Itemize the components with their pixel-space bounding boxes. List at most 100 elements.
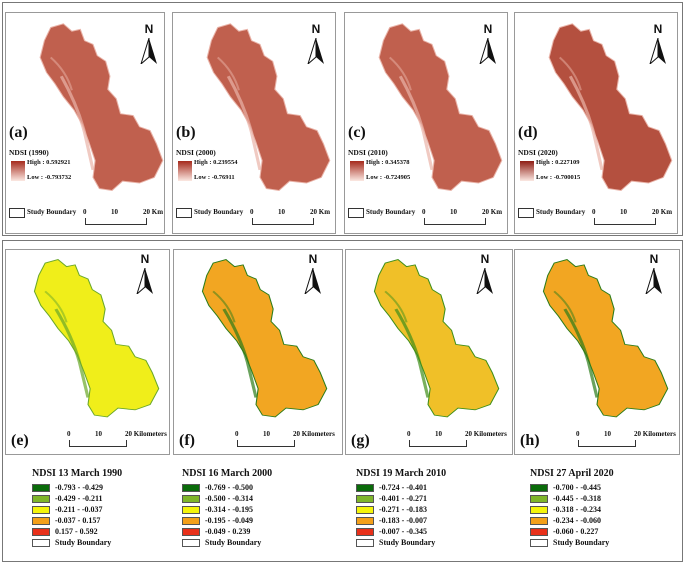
- top-panel-group: [2, 2, 683, 236]
- north-arrow-icon: [649, 38, 666, 64]
- class-range: 0.157 - 0.592: [55, 527, 98, 536]
- legend-class-row: Study Boundary: [530, 537, 614, 548]
- north-arrow-icon: [476, 268, 493, 294]
- north-arrow-icon: [140, 38, 157, 64]
- study-boundary-label: Study Boundary: [205, 538, 262, 547]
- class-swatch: [182, 505, 200, 514]
- north-arrow-top-0: N: [137, 22, 161, 66]
- north-arrow-top-1: N: [304, 22, 328, 66]
- north-arrow-icon: [136, 268, 153, 294]
- north-arrow-bottom-1: N: [301, 252, 325, 296]
- ndsi-class-legend-2: NDSI 19 March 2010 -0.724 - -0.401 -0.40…: [356, 468, 446, 548]
- class-range: -0.500 - -0.314: [205, 494, 253, 503]
- legend-title: NDSI (1990): [9, 148, 49, 157]
- north-label: N: [480, 252, 490, 266]
- class-swatch: [356, 516, 374, 525]
- gradient-swatch: [178, 161, 192, 181]
- class-swatch: [182, 516, 200, 525]
- study-boundary-swatch: [9, 208, 25, 218]
- study-boundary-swatch: [518, 208, 534, 218]
- class-range: -0.037 - 0.157: [55, 516, 101, 525]
- class-range: -0.429 - -0.211: [55, 494, 103, 503]
- north-arrow-bottom-2: N: [473, 252, 497, 296]
- panel-letter: (f): [179, 432, 195, 449]
- class-swatch: [182, 483, 200, 492]
- legend-class-row: -0.724 - -0.401: [356, 482, 446, 493]
- class-swatch: [530, 494, 548, 503]
- legend-class-row: -0.318 - -0.234: [530, 504, 614, 515]
- class-swatch: [182, 494, 200, 503]
- class-swatch: [32, 527, 50, 536]
- legend-class-row: -0.429 - -0.211: [32, 493, 122, 504]
- legend-class-row: -0.500 - -0.314: [182, 493, 272, 504]
- legend-title: NDSI 13 March 1990: [32, 468, 123, 479]
- class-swatch: [32, 483, 50, 492]
- legend-high: High : 0.227109: [536, 159, 580, 166]
- class-range: -0.314 - -0.195: [205, 505, 253, 514]
- legend-class-row: -0.007 - -0.345: [356, 526, 446, 537]
- study-boundary-label: Study Boundary: [536, 208, 586, 216]
- class-swatch: [530, 483, 548, 492]
- class-swatch: [32, 494, 50, 503]
- north-label: N: [649, 252, 659, 266]
- class-swatch: [356, 505, 374, 514]
- scale-0: 0: [235, 430, 239, 438]
- legend-class-row: -0.060 - 0.227: [530, 526, 614, 537]
- panel-letter: (g): [351, 432, 370, 449]
- legend-class-row: -0.049 - 0.239: [182, 526, 272, 537]
- scale-20: 20 Kilometers: [293, 430, 335, 438]
- scale-20: 20 Km: [652, 208, 673, 216]
- scale-0: 0: [67, 430, 71, 438]
- study-area-map-top-0: [39, 23, 164, 192]
- class-swatch: [530, 527, 548, 536]
- ndsi-class-legend-0: NDSI 13 March 1990 -0.793 - -0.429 -0.42…: [32, 468, 122, 548]
- legend-title: NDSI 27 April 2020: [530, 468, 614, 479]
- study-boundary-label: Study Boundary: [553, 538, 610, 547]
- class-swatch: [530, 505, 548, 514]
- north-arrow-icon: [645, 268, 662, 294]
- scale-10: 10: [95, 430, 102, 438]
- north-arrow-icon: [304, 268, 321, 294]
- legend-class-row: -0.195 - -0.049: [182, 515, 272, 526]
- ndsi-class-legend-1: NDSI 16 March 2000 -0.769 - -0.500 -0.50…: [182, 468, 272, 548]
- class-range: -0.234 - -0.060: [553, 516, 601, 525]
- study-boundary-swatch: [32, 538, 50, 547]
- scale-10: 10: [620, 208, 627, 216]
- legend-class-row: 0.157 - 0.592: [32, 526, 122, 537]
- legend-class-row: -0.234 - -0.060: [530, 515, 614, 526]
- legend-class-row: -0.211 - -0.037: [32, 504, 122, 515]
- scale-10: 10: [263, 430, 270, 438]
- scale-bar: 0 10 20 Km: [250, 208, 330, 226]
- legend-low: Low : -0.724905: [366, 174, 411, 181]
- legend-low: Low : -0.76911: [194, 174, 235, 181]
- scale-bar: 0 10 20 Km: [422, 208, 502, 226]
- ndsi-legend-3: NDSI (2020) High : 0.227109 Low : -0.700…: [518, 148, 608, 188]
- scale-10: 10: [435, 430, 442, 438]
- class-range: -0.007 - -0.345: [379, 527, 427, 536]
- scale-0: 0: [576, 430, 580, 438]
- scale-0: 0: [250, 208, 254, 216]
- scale-20: 20 Km: [482, 208, 503, 216]
- panel-letter: (a): [9, 124, 28, 141]
- study-area-map-top-1: [206, 23, 331, 192]
- legend-high: High : 0.592921: [27, 159, 71, 166]
- north-label: N: [483, 22, 493, 36]
- scale-bar: 0 10 20 Kilometers: [407, 430, 507, 448]
- scale-bar: 0 10 20 Kilometers: [235, 430, 335, 448]
- north-arrow-icon: [307, 38, 324, 64]
- legend-class-row: -0.037 - 0.157: [32, 515, 122, 526]
- study-area-map-bottom-2: [373, 259, 500, 418]
- scale-bar: 0 10 20 Km: [592, 208, 672, 226]
- legend-class-row: -0.769 - -0.500: [182, 482, 272, 493]
- gradient-swatch: [350, 161, 364, 181]
- legend-high: High : 0.345378: [366, 159, 410, 166]
- study-boundary-label: Study Boundary: [379, 538, 436, 547]
- scale-20: 20 Kilometers: [634, 430, 676, 438]
- scale-0: 0: [422, 208, 426, 216]
- class-range: -0.401 - -0.271: [379, 494, 427, 503]
- class-range: -0.271 - -0.183: [379, 505, 427, 514]
- scale-0: 0: [592, 208, 596, 216]
- class-range: -0.793 - -0.429: [55, 483, 103, 492]
- legend-class-row: -0.401 - -0.271: [356, 493, 446, 504]
- class-range: -0.195 - -0.049: [205, 516, 253, 525]
